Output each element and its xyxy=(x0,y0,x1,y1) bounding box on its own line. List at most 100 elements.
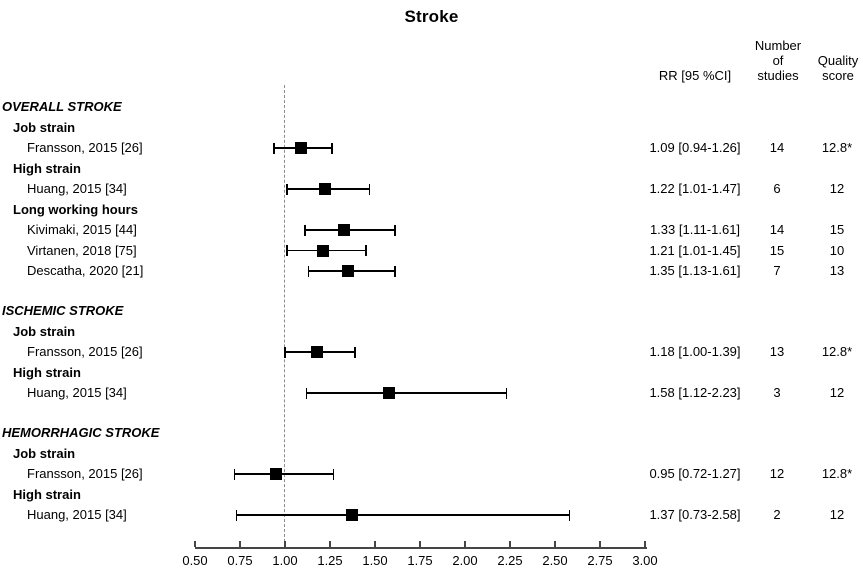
rr-point-marker xyxy=(270,468,282,480)
study-label: Huang, 2015 [34] xyxy=(27,507,127,522)
subgroup-label: Job strain xyxy=(13,445,76,461)
ci-interval-line xyxy=(234,473,334,475)
section-label: HEMORRHAGIC STROKE xyxy=(2,425,160,440)
section-label: ISCHEMIC STROKE xyxy=(2,303,124,318)
rr-ci-value: 1.09 [0.94-1.26] xyxy=(649,140,741,155)
ci-upper-cap xyxy=(354,346,356,358)
study-label: Descatha, 2020 [21] xyxy=(27,263,144,278)
study-label: Huang, 2015 [34] xyxy=(27,181,127,196)
number-of-studies-value: 14 xyxy=(769,222,785,237)
ci-lower-cap xyxy=(286,183,288,195)
rr-point-marker xyxy=(342,265,354,277)
ci-upper-cap xyxy=(368,183,371,195)
rr-point-marker xyxy=(345,509,358,521)
rr-ci-value: 1.22 [1.01-1.47] xyxy=(649,181,741,196)
subgroup-label: High strain xyxy=(13,486,81,502)
rr-ci-value: 1.58 [1.12-2.23] xyxy=(649,385,741,400)
ci-lower-cap xyxy=(305,387,308,399)
rr-ci-value: 1.35 [1.13-1.61] xyxy=(649,263,741,278)
x-axis-tick xyxy=(329,541,331,547)
rr-point-marker xyxy=(338,224,351,236)
study-label: Kivimaki, 2015 [44] xyxy=(27,222,137,237)
ci-lower-cap xyxy=(304,224,306,236)
subgroup-label: High strain xyxy=(13,364,81,380)
study-label: Fransson, 2015 [26] xyxy=(27,466,143,481)
x-axis-tick-label: 2.50 xyxy=(542,553,568,568)
rr-ci-value: 0.95 [0.72-1.27] xyxy=(649,466,741,481)
study-label: Fransson, 2015 [26] xyxy=(27,140,143,155)
rr-point-marker xyxy=(316,244,329,257)
ci-upper-cap xyxy=(365,245,367,256)
ci-upper-cap xyxy=(331,142,333,154)
ci-lower-cap xyxy=(233,468,236,480)
x-axis-tick xyxy=(374,541,376,547)
ci-upper-cap xyxy=(332,468,335,480)
study-label: Virtanen, 2018 [75] xyxy=(27,242,137,258)
ci-lower-cap xyxy=(235,509,238,521)
subgroup-label: High strain xyxy=(13,160,81,176)
reference-line xyxy=(284,85,286,547)
number-of-studies-value: 2 xyxy=(773,507,781,522)
number-of-studies-value: 13 xyxy=(769,344,785,359)
subgroup-label: Job strain xyxy=(13,323,76,339)
quality-score-value: 13 xyxy=(829,263,845,278)
ci-lower-cap xyxy=(284,346,286,358)
ci-upper-cap xyxy=(505,387,508,399)
x-axis-tick xyxy=(464,541,466,547)
ci-upper-cap xyxy=(394,265,396,277)
quality-score-value: 12.8* xyxy=(821,140,853,155)
quality-score-value: 10 xyxy=(829,242,845,258)
x-axis-tick-label: 1.75 xyxy=(407,553,433,568)
quality-score-value: 12 xyxy=(829,181,845,196)
ci-lower-cap xyxy=(307,265,310,277)
rr-point-marker xyxy=(318,183,331,195)
x-axis-tick-label: 2.00 xyxy=(452,553,478,568)
x-axis-tick-label: 2.25 xyxy=(497,553,523,568)
x-axis-tick xyxy=(554,541,556,547)
x-axis-line xyxy=(195,547,647,549)
number-of-studies-value: 12 xyxy=(769,466,785,481)
quality-score-value: 12.8* xyxy=(821,344,853,359)
x-axis-tick xyxy=(419,541,421,547)
number-of-studies-value: 14 xyxy=(769,140,785,155)
x-axis-tick xyxy=(644,541,646,547)
x-axis-tick xyxy=(194,541,196,547)
number-of-studies-value: 6 xyxy=(773,181,781,196)
number-of-studies-value: 3 xyxy=(773,385,781,400)
x-axis-tick-label: 3.00 xyxy=(632,553,658,568)
x-axis-tick xyxy=(284,541,286,547)
rr-point-marker xyxy=(295,142,308,154)
subgroup-label: Long working hours xyxy=(13,201,138,217)
study-label: Fransson, 2015 [26] xyxy=(27,344,143,359)
x-axis-tick xyxy=(599,541,601,547)
ci-upper-cap xyxy=(568,509,571,521)
quality-score-value: 15 xyxy=(829,222,845,237)
rr-point-marker xyxy=(311,346,324,358)
section-label: OVERALL STROKE xyxy=(2,99,122,114)
column-header-rr: RR [95 %CI] xyxy=(658,68,732,83)
x-axis-tick xyxy=(239,541,241,547)
ci-interval-line xyxy=(236,514,570,516)
number-of-studies-value: 7 xyxy=(773,263,781,278)
quality-score-value: 12 xyxy=(829,507,845,522)
ci-interval-line xyxy=(306,392,507,394)
ci-lower-cap xyxy=(286,245,288,256)
rr-point-marker xyxy=(383,387,396,399)
ci-upper-cap xyxy=(394,224,396,236)
number-of-studies-value: 15 xyxy=(769,242,785,258)
x-axis-tick xyxy=(509,541,511,547)
chart-title: Stroke xyxy=(404,7,459,26)
x-axis-tick-label: 1.50 xyxy=(362,553,388,568)
rr-ci-value: 1.33 [1.11-1.61] xyxy=(649,222,741,237)
x-axis-tick-label: 0.75 xyxy=(227,553,253,568)
x-axis-tick-label: 2.75 xyxy=(587,553,613,568)
study-label: Huang, 2015 [34] xyxy=(27,385,127,400)
rr-ci-value: 1.21 [1.01-1.45] xyxy=(649,242,741,258)
subgroup-label: Job strain xyxy=(13,119,76,135)
x-axis-tick-label: 1.25 xyxy=(317,553,343,568)
column-header-quality-score: Quality score xyxy=(817,53,859,83)
x-axis-tick-label: 0.50 xyxy=(182,553,208,568)
rr-ci-value: 1.18 [1.00-1.39] xyxy=(649,344,741,359)
x-axis-tick-label: 1.00 xyxy=(272,553,298,568)
